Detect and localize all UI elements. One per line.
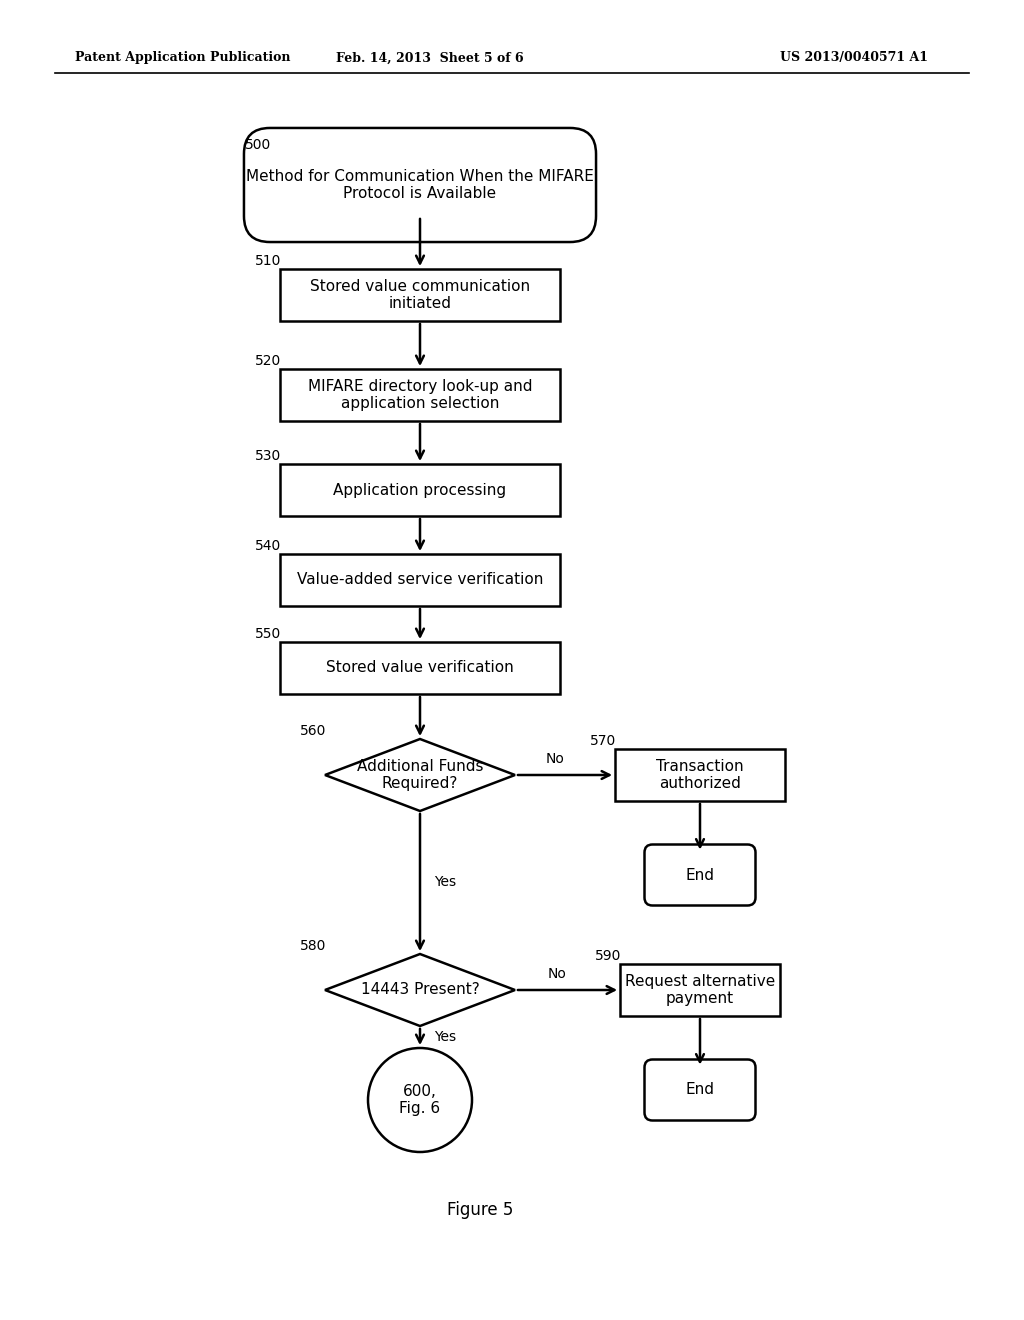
Text: Method for Communication When the MIFARE
Protocol is Available: Method for Communication When the MIFARE… xyxy=(246,169,594,201)
FancyBboxPatch shape xyxy=(244,128,596,242)
Bar xyxy=(280,370,560,421)
Polygon shape xyxy=(325,954,515,1026)
Text: 570: 570 xyxy=(590,734,616,748)
Text: Additional Funds
Required?: Additional Funds Required? xyxy=(356,759,483,791)
Bar xyxy=(615,748,785,801)
Text: Transaction
authorized: Transaction authorized xyxy=(656,759,743,791)
Text: Request alternative
payment: Request alternative payment xyxy=(625,974,775,1006)
FancyBboxPatch shape xyxy=(644,845,756,906)
Bar xyxy=(280,554,560,606)
Text: Stored value communication
initiated: Stored value communication initiated xyxy=(310,279,530,312)
Polygon shape xyxy=(325,739,515,810)
FancyBboxPatch shape xyxy=(644,1060,756,1121)
Bar xyxy=(280,465,560,516)
Text: No: No xyxy=(548,968,567,981)
Bar xyxy=(620,964,780,1016)
Text: No: No xyxy=(546,752,564,766)
Text: MIFARE directory look-up and
application selection: MIFARE directory look-up and application… xyxy=(308,379,532,412)
Text: 560: 560 xyxy=(300,723,327,738)
Text: Value-added service verification: Value-added service verification xyxy=(297,573,543,587)
Text: Patent Application Publication: Patent Application Publication xyxy=(75,51,291,65)
Text: Feb. 14, 2013  Sheet 5 of 6: Feb. 14, 2013 Sheet 5 of 6 xyxy=(336,51,524,65)
Bar xyxy=(280,269,560,321)
Text: 550: 550 xyxy=(255,627,282,642)
Text: 580: 580 xyxy=(300,939,327,953)
Text: Yes: Yes xyxy=(434,1030,456,1044)
Text: 530: 530 xyxy=(255,449,282,463)
Bar xyxy=(280,642,560,694)
Text: US 2013/0040571 A1: US 2013/0040571 A1 xyxy=(780,51,928,65)
Text: 520: 520 xyxy=(255,354,282,368)
Text: Yes: Yes xyxy=(434,875,456,890)
Circle shape xyxy=(368,1048,472,1152)
Text: Figure 5: Figure 5 xyxy=(446,1201,513,1218)
Text: 600,
Fig. 6: 600, Fig. 6 xyxy=(399,1084,440,1117)
Text: 500: 500 xyxy=(245,139,271,152)
Text: End: End xyxy=(685,1082,715,1097)
Text: 590: 590 xyxy=(595,949,622,964)
Text: 540: 540 xyxy=(255,539,282,553)
Text: End: End xyxy=(685,867,715,883)
Text: 510: 510 xyxy=(255,253,282,268)
Text: 14443 Present?: 14443 Present? xyxy=(360,982,479,998)
Text: Stored value verification: Stored value verification xyxy=(326,660,514,676)
Text: Application processing: Application processing xyxy=(334,483,507,498)
